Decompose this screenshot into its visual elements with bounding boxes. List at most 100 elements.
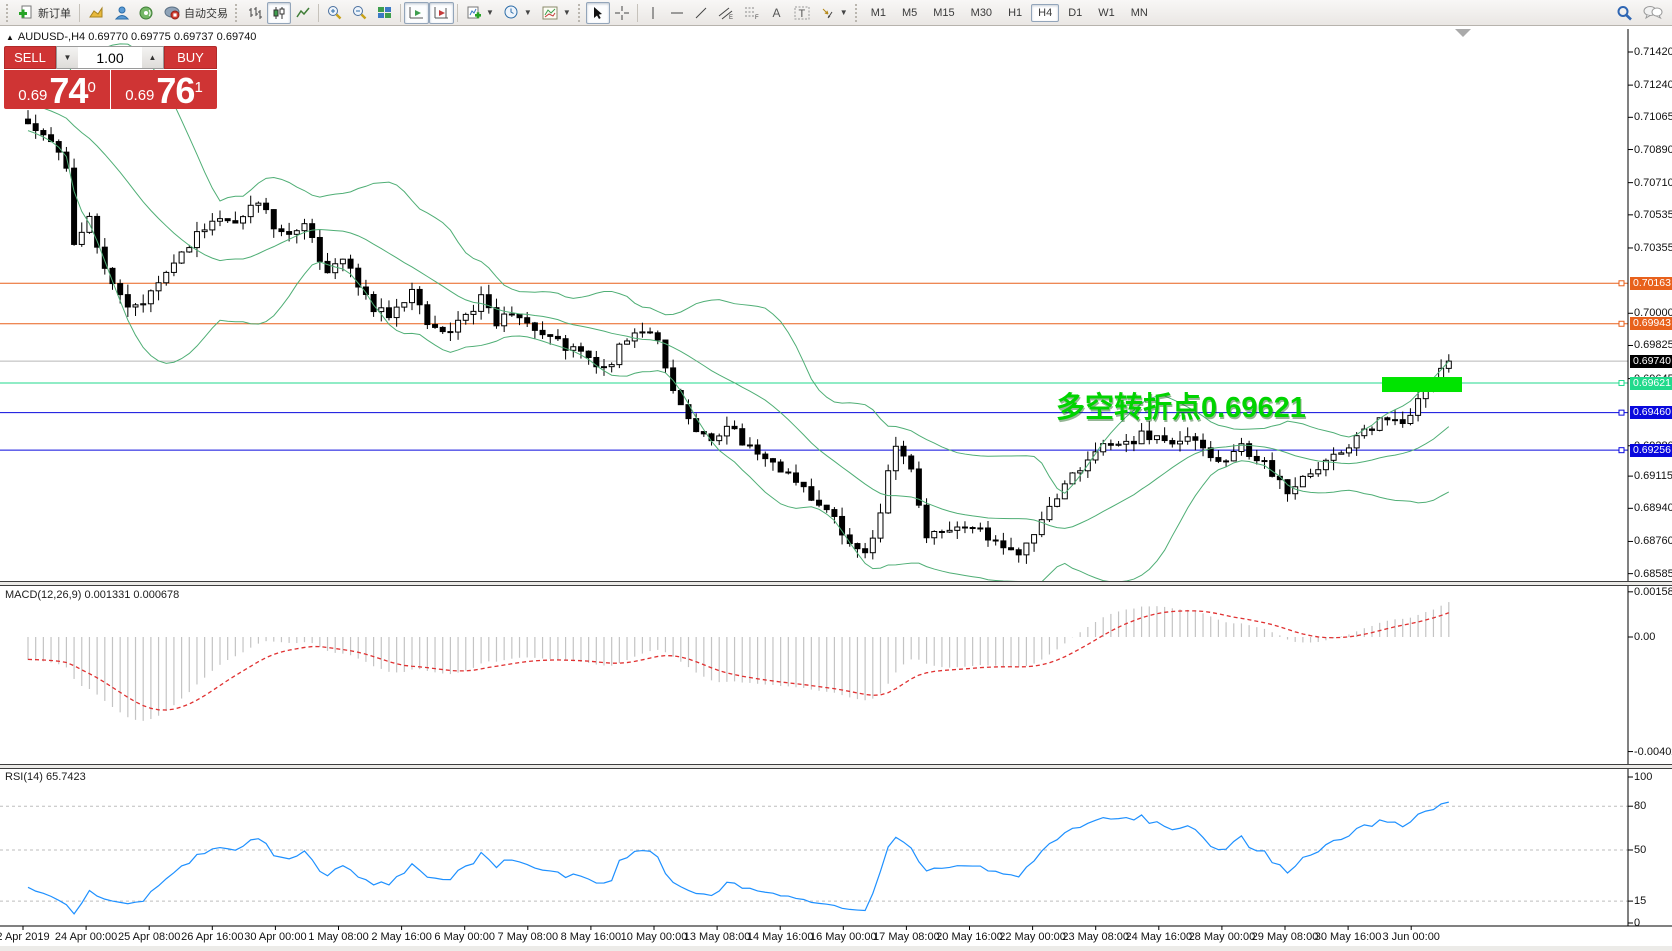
new-order-button[interactable]: 新订单 xyxy=(14,2,76,24)
history-center-icon xyxy=(88,5,104,20)
line-handle xyxy=(1618,320,1625,327)
buy-price-big: 76 xyxy=(156,70,195,111)
zoom-in-button[interactable] xyxy=(322,2,347,24)
timeframe-button-m1[interactable]: M1 xyxy=(870,6,886,19)
timeframe-button-h4[interactable]: H4 xyxy=(1031,3,1060,22)
timeframe-button-w1[interactable]: W1 xyxy=(1098,6,1115,19)
buy-price-box[interactable]: 0.69 76 1 xyxy=(111,70,217,109)
toolbar-separator xyxy=(318,3,319,22)
timeframe-button-m30[interactable]: M30 xyxy=(970,6,993,19)
scroll-to-end-marker-icon[interactable] xyxy=(1455,29,1471,37)
dropdown-arrow: ▼ xyxy=(486,8,494,17)
equidistant-channel-button[interactable]: E xyxy=(713,2,739,24)
vertical-line-button[interactable] xyxy=(641,2,665,24)
hline-price-tag[interactable]: 0.69460 xyxy=(1630,406,1672,420)
crosshair-icon xyxy=(614,5,629,20)
text-button[interactable]: A xyxy=(765,2,789,24)
cursor-button[interactable] xyxy=(585,1,610,24)
rsi-panel-layer xyxy=(0,801,1628,915)
sell-button[interactable]: SELL xyxy=(4,46,56,69)
buy-price-sup: 1 xyxy=(194,79,203,96)
timeframe-button-d1[interactable]: D1 xyxy=(1068,6,1083,19)
history-center-button[interactable] xyxy=(83,2,109,24)
chart-text-annotation[interactable]: 多空转折点0.69621 xyxy=(1056,392,1306,424)
periods-button[interactable]: ▼ xyxy=(499,2,537,24)
line-handle xyxy=(1618,409,1625,416)
crosshair-button[interactable] xyxy=(610,2,634,24)
volume-increase-button[interactable]: ▲ xyxy=(142,47,163,68)
hline-price-tag[interactable]: 0.69256 xyxy=(1630,443,1672,457)
fibonacci-icon: F xyxy=(744,6,760,20)
panel-divider-rsi[interactable] xyxy=(0,764,1672,769)
auto-scroll-button[interactable] xyxy=(404,1,429,24)
sell-price-sup: 0 xyxy=(87,79,96,96)
buy-button[interactable]: BUY xyxy=(164,46,217,69)
timeframe-button-mn[interactable]: MN xyxy=(1130,6,1148,19)
autotrading-icon xyxy=(164,6,180,20)
window-bottom-strip xyxy=(0,946,1672,951)
horizontal-line-button[interactable] xyxy=(665,2,689,24)
toolbar-grip[interactable] xyxy=(6,3,10,22)
time-axis-label: 24 May 16:00 xyxy=(1125,931,1193,943)
dropdown-arrow: ▼ xyxy=(839,8,848,17)
trendline-button[interactable] xyxy=(689,2,713,24)
macd-axis-label: 0.00 xyxy=(1634,631,1656,643)
timeframe-button-m5[interactable]: M5 xyxy=(901,6,918,19)
price-axis-label: 0.70710 xyxy=(1634,176,1672,189)
toolbar-separator xyxy=(400,3,401,22)
hline-price-tag[interactable]: 0.69621 xyxy=(1630,376,1672,390)
svg-text:F: F xyxy=(755,15,759,20)
chart-candles-button[interactable] xyxy=(267,1,291,24)
timeframe-button-m15[interactable]: M15 xyxy=(933,6,955,19)
volume-decrease-button[interactable]: ▼ xyxy=(57,47,78,68)
fibonacci-button[interactable]: F xyxy=(739,2,765,24)
search-button[interactable] xyxy=(1611,2,1638,24)
highlight-rectangle[interactable] xyxy=(1382,377,1462,393)
trendline-icon xyxy=(694,6,708,20)
timeframe-button-h1[interactable]: H1 xyxy=(1008,6,1023,19)
panel-divider-macd[interactable] xyxy=(0,581,1672,586)
price-axis-label: 0.71420 xyxy=(1634,46,1672,58)
tile-windows-button[interactable] xyxy=(372,2,397,24)
indicators-button[interactable]: ▼ xyxy=(537,2,576,24)
symbol-title-text: AUDUSD-,H4 0.69770 0.69775 0.69737 0.697… xyxy=(17,31,257,43)
zoom-out-button[interactable] xyxy=(347,2,372,24)
toolbar-grip[interactable] xyxy=(577,3,582,22)
autotrading-button[interactable]: 自动交易 xyxy=(159,2,233,24)
macd-axis-label: -0.00402 xyxy=(1634,745,1672,758)
rsi-line xyxy=(27,801,1449,915)
time-axis-label: 29 May 08:00 xyxy=(1251,931,1319,943)
text-label-button[interactable]: T xyxy=(789,2,815,24)
new-chart-icon xyxy=(466,6,481,20)
chat-button[interactable] xyxy=(1638,2,1668,24)
accounts-button[interactable] xyxy=(109,2,134,24)
volume-value[interactable]: 1.00 xyxy=(78,47,142,68)
toolbar-grip[interactable] xyxy=(235,3,239,22)
chart-shift-icon xyxy=(434,6,449,20)
hline-price-tag[interactable]: 0.69943 xyxy=(1630,317,1672,331)
chart-line-button[interactable] xyxy=(291,2,315,24)
signals-button[interactable] xyxy=(134,2,159,24)
buy-price-small: 0.69 xyxy=(125,87,155,104)
collapse-triangle-icon[interactable]: ▲ xyxy=(6,32,14,42)
time-axis-label: 16 May 00:00 xyxy=(809,931,877,943)
chart-shift-button[interactable] xyxy=(429,1,454,24)
macd-signal-line xyxy=(27,610,1450,711)
rsi-axis-label: 50 xyxy=(1634,844,1647,856)
sell-price-box[interactable]: 0.69 74 0 xyxy=(4,70,110,109)
price-axis-label: 0.68585 xyxy=(1634,567,1672,580)
arrows-button[interactable]: ▼ xyxy=(815,2,853,24)
sell-price-big: 74 xyxy=(49,70,88,111)
new-chart-button[interactable]: ▼ xyxy=(461,2,499,24)
channel-icon: E xyxy=(718,6,734,20)
arrows-icon xyxy=(820,6,835,20)
auto-scroll-icon xyxy=(409,6,424,20)
chart-bars-button[interactable] xyxy=(243,2,267,24)
last-price-tag: 0.69740 xyxy=(1630,354,1672,368)
toolbar-grip[interactable] xyxy=(854,3,859,22)
price-panel-layer xyxy=(0,43,1628,581)
dropdown-arrow: ▼ xyxy=(523,8,532,17)
sell-price-small: 0.69 xyxy=(18,87,48,104)
hline-price-tag[interactable]: 0.70163 xyxy=(1630,276,1672,290)
